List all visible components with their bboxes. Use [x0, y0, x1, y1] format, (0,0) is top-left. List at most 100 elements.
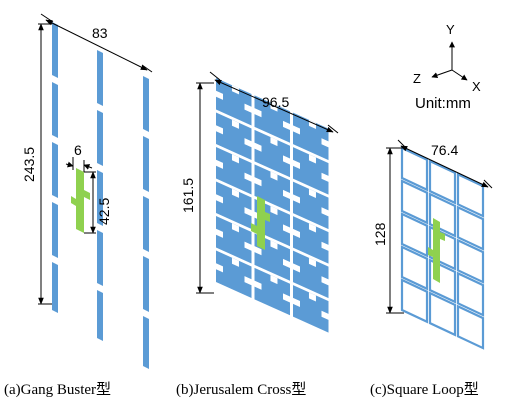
- x-axis-label: X: [472, 79, 481, 94]
- jerusalem-cross-notch: [283, 189, 290, 200]
- panel-gang-buster: 83 243.5 6 42.5 (a)Gang Buster型: [4, 13, 153, 398]
- jerusalem-cross-notch: [293, 228, 300, 239]
- gang-buster-strip-segment: [52, 142, 58, 198]
- panel-jerusalem-cross: 96.5 161.5 (b)Jerusalem Cross型: [176, 71, 339, 398]
- jerusalem-cross-notch: [244, 241, 252, 251]
- gang-buster-strip-segment: [143, 256, 149, 312]
- jerusalem-cross-cell: [293, 181, 329, 230]
- jerusalem-cross-notch: [308, 154, 316, 164]
- gang-buster-strip-segment: [52, 82, 58, 138]
- square-loop-cell: [400, 179, 429, 225]
- jerusalem-cross-cell: [293, 216, 329, 264]
- dimension-height-c: 128: [372, 147, 404, 314]
- square-loop-array: [400, 146, 485, 350]
- square-loop-cell: [456, 304, 485, 350]
- jerusalem-cross-notch: [283, 293, 290, 303]
- gang-buster-unit-cell-highlight: [71, 168, 90, 233]
- caption-jerusalem-cross: (b)Jerusalem Cross型: [176, 381, 306, 398]
- jerusalem-cross-notch: [254, 142, 262, 152]
- jerusalem-cross-array: [216, 78, 329, 333]
- jerusalem-cross-notch: [244, 138, 252, 148]
- gang-buster-strip-segment: [143, 76, 149, 132]
- square-loop-cell: [400, 278, 429, 324]
- gang-buster-strip-segment: [52, 262, 58, 313]
- jerusalem-cross-cell: [216, 147, 252, 195]
- square-loop-cell: [428, 192, 457, 238]
- gang-buster-strip-segment: [52, 202, 58, 258]
- jerusalem-cross-notch: [216, 263, 223, 273]
- square-loop-cell: [456, 205, 485, 251]
- jerusalem-cross-notch: [293, 194, 300, 204]
- jerusalem-cross-notch: [244, 276, 252, 286]
- dimension-width-a: 83: [40, 13, 153, 73]
- square-loop-cell: [428, 291, 457, 337]
- jerusalem-cross-notch: [270, 275, 278, 285]
- jerusalem-cross-notch: [270, 206, 278, 216]
- gang-buster-strip-segment: [143, 316, 149, 369]
- jerusalem-cross-notch: [321, 207, 329, 217]
- square-loop-cell: [456, 238, 485, 284]
- caption-square-loop: (c)Square Loop型: [370, 381, 479, 398]
- jerusalem-cross-cell: [293, 250, 329, 299]
- jerusalem-cross-notch: [216, 194, 223, 204]
- jerusalem-cross-notch: [231, 188, 239, 198]
- square-loop-cell: [456, 271, 485, 317]
- gang-buster-strip-segment: [97, 170, 103, 226]
- square-loop-unit-cell-highlight: [428, 218, 445, 283]
- jerusalem-cross-notch: [321, 241, 329, 251]
- jerusalem-cross-notch: [231, 257, 239, 267]
- dimension-label-6: 6: [74, 142, 82, 158]
- jerusalem-cross-notch: [321, 310, 329, 320]
- jerusalem-cross-notch: [321, 172, 329, 182]
- panel-square-loop: 76.4 128 (c)Square Loop型: [370, 139, 493, 398]
- jerusalem-cross-notch: [254, 177, 262, 187]
- jerusalem-cross-notch: [293, 297, 300, 308]
- dimension-height-b: 161.5: [180, 82, 214, 294]
- jerusalem-cross-notch: [244, 207, 252, 217]
- dimension-width-c: 76.4: [397, 139, 493, 189]
- gang-buster-strip-segment: [97, 50, 103, 106]
- square-loop-cell: [428, 225, 457, 271]
- jerusalem-cross-cell: [293, 285, 329, 333]
- gang-buster-strip-segment: [97, 110, 103, 166]
- dimension-width-b: 96.5: [209, 71, 339, 134]
- gang-buster-strip-segment: [97, 230, 103, 286]
- gang-buster-strip-segment: [52, 22, 58, 78]
- y-axis-label: Y: [446, 22, 455, 37]
- dimension-label-243-5: 243.5: [21, 147, 37, 182]
- jerusalem-cross-notch: [216, 159, 223, 169]
- gang-buster-strip-segment: [143, 196, 149, 252]
- jerusalem-cross-notch: [231, 223, 239, 233]
- gang-buster-strips: [52, 22, 149, 369]
- dimension-label-83: 83: [92, 25, 108, 41]
- jerusalem-cross-cell: [293, 147, 329, 195]
- jerusalem-cross-notch: [231, 154, 239, 164]
- dimension-label-76-4: 76.4: [431, 142, 458, 158]
- jerusalem-cross-notch: [216, 228, 223, 238]
- caption-gang-buster: (a)Gang Buster型: [4, 381, 111, 398]
- dimension-element-a: 42.5: [84, 171, 112, 234]
- square-loop-cell: [428, 258, 457, 304]
- jerusalem-cross-cell: [254, 129, 290, 178]
- jerusalem-cross-cell: [254, 164, 290, 212]
- axis-legend: Y Z X Unit:mm: [413, 22, 481, 112]
- jerusalem-cross-cell: [216, 250, 252, 298]
- jerusalem-cross-notch: [283, 155, 290, 165]
- jerusalem-cross-notch: [283, 258, 290, 269]
- jerusalem-cross-notch: [293, 159, 300, 170]
- dimension-label-96-5: 96.5: [262, 94, 289, 110]
- dimension-label-42-5: 42.5: [96, 198, 112, 225]
- unit-label: Unit:mm: [415, 95, 471, 112]
- jerusalem-cross-cell: [216, 181, 252, 229]
- jerusalem-cross-notch: [293, 263, 300, 273]
- jerusalem-cross-notch: [244, 172, 252, 182]
- jerusalem-cross-notch: [270, 171, 278, 181]
- square-loop-cell: [400, 245, 429, 291]
- square-loop-cell: [400, 212, 429, 258]
- jerusalem-cross-notch: [283, 224, 290, 234]
- jerusalem-cross-notch: [270, 240, 278, 250]
- z-axis-label: Z: [413, 71, 421, 86]
- dimension-label-128: 128: [372, 222, 388, 246]
- jerusalem-cross-notch: [308, 188, 316, 198]
